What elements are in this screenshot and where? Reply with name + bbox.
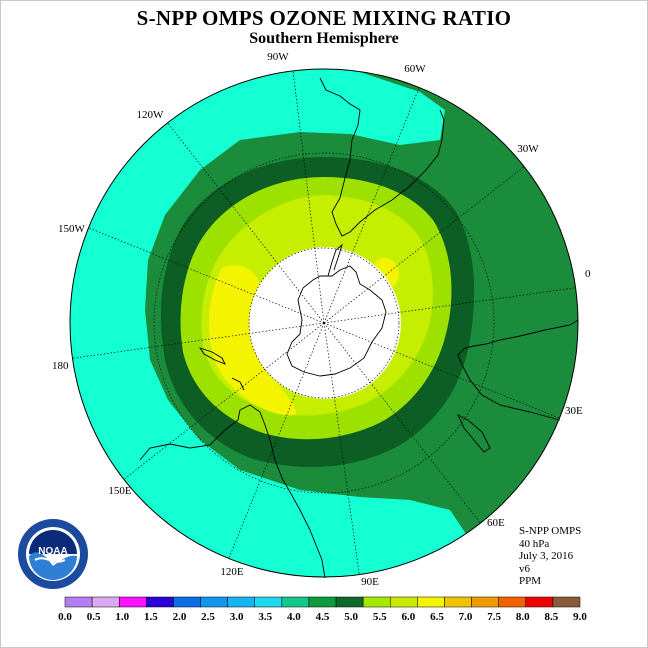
longitude-label: 120W — [137, 109, 165, 121]
meridian-line — [323, 166, 525, 324]
meridian-line — [323, 322, 481, 524]
meridian-line — [88, 227, 325, 324]
longitude-label: 90W — [267, 51, 289, 63]
meridian-line — [123, 322, 325, 480]
meridian-line — [292, 70, 325, 324]
meridian-line — [323, 87, 420, 324]
longitude-label: 150E — [108, 485, 132, 497]
madagascar-coastline — [457, 414, 491, 453]
info-block: S-NPP OMPS 40 hPa July 3, 2016 v6 PPM — [519, 525, 581, 588]
longitude-label: 90E — [361, 576, 379, 588]
info-date: July 3, 2016 — [519, 550, 574, 563]
noaa-logo: NOAA — [18, 519, 88, 589]
antarctic-peninsula — [327, 243, 343, 277]
meridian-lines — [72, 70, 576, 575]
south-america-coastline — [319, 77, 445, 237]
longitude-label: 0 — [585, 268, 591, 280]
meridian-line — [167, 122, 325, 324]
info-units: PPM — [519, 575, 542, 588]
map-boundary — [69, 68, 579, 578]
longitude-label: 120E — [220, 566, 244, 578]
continent-outlines — [139, 77, 579, 579]
longitude-label: 60E — [487, 517, 505, 529]
longitude-label: 60W — [404, 63, 426, 75]
map-title: S-NPP OMPS OZONE MIXING RATIO — [136, 6, 512, 30]
longitude-label: 150W — [58, 223, 86, 235]
meridian-line — [323, 322, 360, 575]
new-zealand-coastline — [198, 347, 245, 391]
graticule — [72, 70, 576, 575]
antarctica-coastline — [286, 265, 387, 377]
longitude-label: 180 — [52, 360, 69, 372]
meridian-line — [323, 322, 560, 419]
map-subtitle: Southern Hemisphere — [249, 30, 399, 47]
australia-coastline — [139, 404, 326, 579]
longitude-labels: 90W 60W 30W 0 30E 60E 90E 120E 150E 180 150W 120W — [52, 51, 591, 588]
meridian-line — [72, 322, 325, 359]
info-pressure: 40 hPa — [519, 537, 550, 550]
info-version: v6 — [519, 562, 530, 575]
info-instrument: S-NPP OMPS — [519, 525, 582, 537]
noaa-logo-text: NOAA — [38, 546, 67, 557]
meridian-line — [323, 287, 576, 324]
latitude-circle-60 — [248, 247, 400, 399]
meridian-line — [228, 322, 325, 559]
longitude-label: 30W — [517, 143, 539, 155]
africa-coastline — [457, 319, 579, 421]
latitude-circle-30 — [153, 152, 495, 494]
longitude-label: 30E — [565, 405, 583, 417]
